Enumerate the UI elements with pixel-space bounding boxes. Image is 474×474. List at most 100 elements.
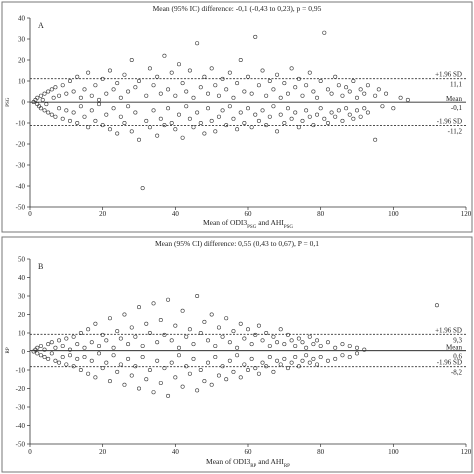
data-point xyxy=(344,85,349,90)
data-point xyxy=(271,369,276,374)
data-point xyxy=(173,93,178,98)
data-point xyxy=(434,303,439,308)
data-point xyxy=(311,123,316,128)
data-point xyxy=(97,343,102,348)
data-point xyxy=(329,110,334,115)
data-point xyxy=(100,76,105,81)
data-point xyxy=(202,74,207,79)
data-point xyxy=(336,83,341,88)
y-tick-label: 40 xyxy=(18,15,26,23)
data-point xyxy=(184,364,189,369)
data-point xyxy=(307,70,312,75)
data-point xyxy=(384,91,389,96)
data-point xyxy=(216,373,221,378)
data-point xyxy=(49,351,54,356)
data-point xyxy=(97,102,102,107)
data-point xyxy=(89,358,94,363)
data-point xyxy=(40,97,45,102)
data-point xyxy=(285,332,290,337)
y-tick-label: 0 xyxy=(22,99,26,107)
data-point xyxy=(111,87,116,92)
data-point xyxy=(104,360,109,365)
data-point xyxy=(264,330,269,335)
y-tick-label: -40 xyxy=(16,422,26,430)
y-tick-label: 10 xyxy=(18,78,26,86)
data-point xyxy=(140,343,145,348)
data-point xyxy=(333,74,338,79)
data-point xyxy=(89,108,94,113)
data-point xyxy=(151,83,156,88)
data-point xyxy=(405,97,410,102)
data-point xyxy=(89,340,94,345)
data-point xyxy=(246,367,251,372)
x-tick-label: 120 xyxy=(461,448,472,456)
data-point xyxy=(176,62,181,67)
data-point xyxy=(318,343,323,348)
data-points xyxy=(31,293,439,398)
panel-a: Mean (95% IC) difference: -0,1 (-0,43 to… xyxy=(1,1,473,233)
x-axis-label-pre: Mean of ODI3 xyxy=(206,457,250,466)
data-point xyxy=(253,332,258,337)
data-point xyxy=(133,110,138,115)
data-point xyxy=(293,85,298,90)
data-point xyxy=(285,106,290,111)
y-axis-label: RP xyxy=(6,347,11,353)
data-point xyxy=(46,110,51,115)
annotation-mean: Mean xyxy=(446,343,462,351)
data-point xyxy=(75,74,80,79)
data-point xyxy=(115,81,120,86)
data-point xyxy=(93,321,98,326)
data-point xyxy=(86,371,91,376)
y-tick-label: -10 xyxy=(16,367,26,375)
data-point xyxy=(126,342,131,347)
data-point xyxy=(296,76,301,81)
data-points xyxy=(31,30,410,191)
data-point xyxy=(37,104,42,109)
data-point xyxy=(282,342,287,347)
data-point xyxy=(296,364,301,369)
y-axis-label: PSG xyxy=(6,97,11,107)
data-point xyxy=(202,319,207,324)
data-point xyxy=(271,104,276,109)
annotation-lower-val: -8,2 xyxy=(451,369,463,377)
data-point xyxy=(285,366,290,371)
y-tick-label: 50 xyxy=(18,256,26,264)
data-point xyxy=(358,114,363,119)
data-point xyxy=(235,353,240,358)
data-point xyxy=(122,382,127,387)
data-point xyxy=(155,340,160,345)
data-point xyxy=(398,95,403,100)
data-point xyxy=(307,360,312,365)
data-point xyxy=(191,125,196,130)
data-point xyxy=(340,93,345,98)
data-point xyxy=(53,114,58,119)
data-point xyxy=(376,87,381,92)
data-point xyxy=(336,108,341,113)
data-point xyxy=(93,118,98,123)
data-point xyxy=(373,137,378,142)
data-point xyxy=(242,362,247,367)
data-point xyxy=(246,106,251,111)
data-point xyxy=(187,68,192,73)
data-point xyxy=(216,114,221,119)
data-point xyxy=(107,68,112,73)
data-point xyxy=(271,87,276,92)
annotation-upper: +1.96 SD xyxy=(435,71,462,79)
data-point xyxy=(300,93,305,98)
data-point xyxy=(126,356,131,361)
data-point xyxy=(53,358,58,363)
data-point xyxy=(57,93,62,98)
data-point xyxy=(147,125,152,130)
data-point xyxy=(51,95,56,100)
data-point xyxy=(46,89,51,94)
data-point xyxy=(44,102,49,107)
data-point xyxy=(158,91,163,96)
annotation-lower: -1.96 SD xyxy=(437,118,462,126)
data-point xyxy=(289,360,294,365)
data-point xyxy=(209,312,214,317)
data-point xyxy=(133,85,138,90)
data-point xyxy=(60,83,65,88)
data-point xyxy=(249,342,254,347)
data-point xyxy=(75,121,80,126)
data-point xyxy=(57,106,62,111)
